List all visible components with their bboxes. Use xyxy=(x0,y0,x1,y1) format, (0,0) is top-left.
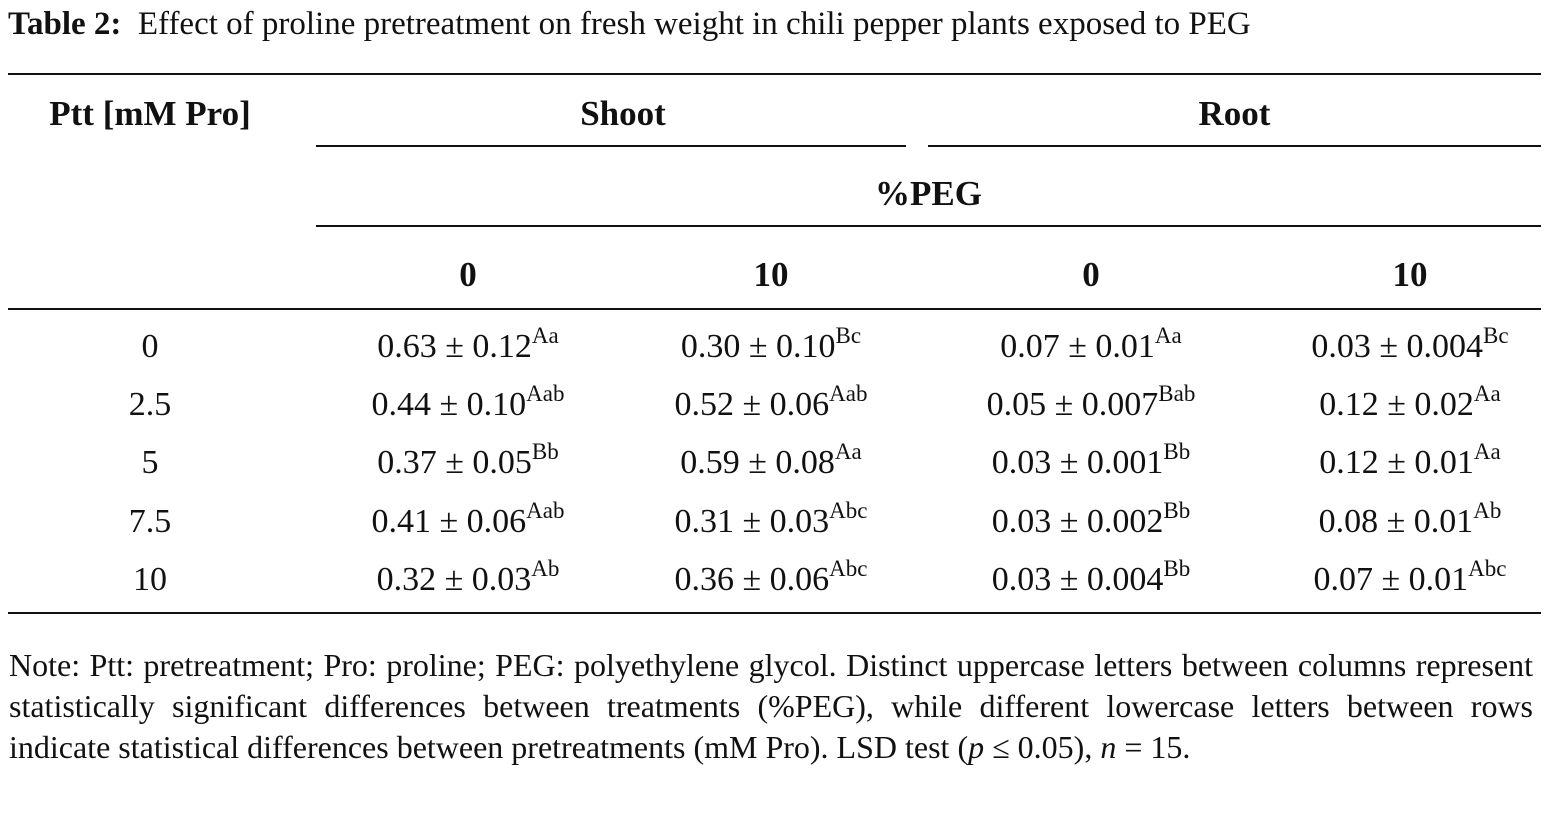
table-cell: 0.37 ± 0.05Bb xyxy=(377,439,559,481)
row-label: 5 xyxy=(141,444,159,481)
header-body-rule xyxy=(8,308,1541,310)
bottom-rule xyxy=(8,612,1541,614)
table-cell: 0.41 ± 0.06Aab xyxy=(371,498,565,540)
table-note: Note: Ptt: pretreatment; Pro: proline; P… xyxy=(9,647,1533,765)
table-cell: 0.44 ± 0.10Aab xyxy=(371,381,565,423)
table-cell: 0.30 ± 0.10Bc xyxy=(680,323,862,365)
table-cell: 0.03 ± 0.004Bb xyxy=(991,556,1191,598)
row-label: 2.5 xyxy=(128,386,172,423)
shoot-group-rule xyxy=(316,145,906,147)
table-cell: 0.07 ± 0.01Aa xyxy=(1000,323,1182,365)
column-header: 0 xyxy=(459,255,477,294)
table-cell: 0.05 ± 0.007Bab xyxy=(986,381,1196,423)
table-cell: 0.52 ± 0.06Aab xyxy=(674,381,868,423)
row-label: 10 xyxy=(133,561,167,598)
table-cell: 0.07 ± 0.01Abc xyxy=(1313,556,1507,598)
table-cell: 0.36 ± 0.06Abc xyxy=(674,556,868,598)
table-cell: 0.12 ± 0.02Aa xyxy=(1319,381,1501,423)
table-cell: 0.59 ± 0.08Aa xyxy=(680,439,862,481)
peg-subheader: %PEG xyxy=(875,174,982,213)
table-cell: 0.63 ± 0.12Aa xyxy=(377,323,559,365)
column-header: 10 xyxy=(753,255,789,294)
row-label: 7.5 xyxy=(128,503,172,540)
row-header: Ptt [mM Pro] xyxy=(49,94,251,133)
root-group-rule xyxy=(928,145,1541,147)
table-cell: 0.12 ± 0.01Aa xyxy=(1319,439,1501,481)
group-header-shoot: Shoot xyxy=(580,94,666,133)
top-rule xyxy=(8,73,1541,75)
caption-text: Effect of proline pretreatment on fresh … xyxy=(137,6,1251,42)
table-cell: 0.03 ± 0.001Bb xyxy=(991,439,1191,481)
peg-subheader-rule xyxy=(316,225,1541,227)
group-header-root: Root xyxy=(1198,94,1271,133)
table-cell: 0.08 ± 0.01Ab xyxy=(1318,498,1502,540)
table-cell: 0.31 ± 0.03Abc xyxy=(674,498,868,540)
column-header: 10 xyxy=(1392,255,1428,294)
table-caption: Table 2: Effect of proline pretreatment … xyxy=(8,4,1548,44)
column-header: 0 xyxy=(1082,255,1100,294)
table-cell: 0.03 ± 0.002Bb xyxy=(991,498,1191,540)
row-label: 0 xyxy=(141,328,159,365)
table-cell: 0.03 ± 0.004Bc xyxy=(1311,323,1509,365)
caption-label: Table 2: xyxy=(8,6,122,42)
table-cell: 0.32 ± 0.03Ab xyxy=(376,556,560,598)
